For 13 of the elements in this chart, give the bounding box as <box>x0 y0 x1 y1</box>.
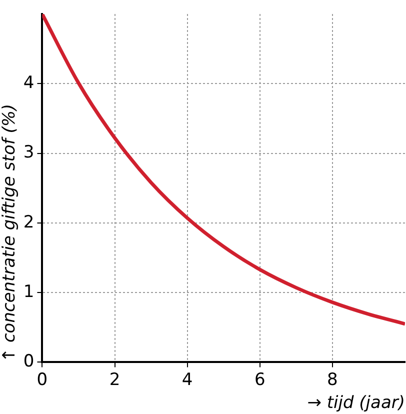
x-tick-label: 2 <box>109 370 120 390</box>
x-tick-label: 6 <box>254 370 266 390</box>
x-axis-title: → tijd (jaar) <box>307 393 405 414</box>
y-tick-label: 1 <box>23 282 34 302</box>
y-axis-title: ↑ concentratie giftige stof (%) <box>0 104 20 362</box>
y-tick-label: 4 <box>23 73 34 94</box>
y-tick-label: 2 <box>23 212 34 232</box>
y-tick-label: 3 <box>23 142 34 163</box>
x-tick-label: 4 <box>182 370 193 390</box>
line-series <box>42 14 405 326</box>
x-tick-label: 0 <box>36 370 48 390</box>
y-tick-label: 0 <box>23 352 34 372</box>
x-tick-label: 8 <box>327 370 338 390</box>
